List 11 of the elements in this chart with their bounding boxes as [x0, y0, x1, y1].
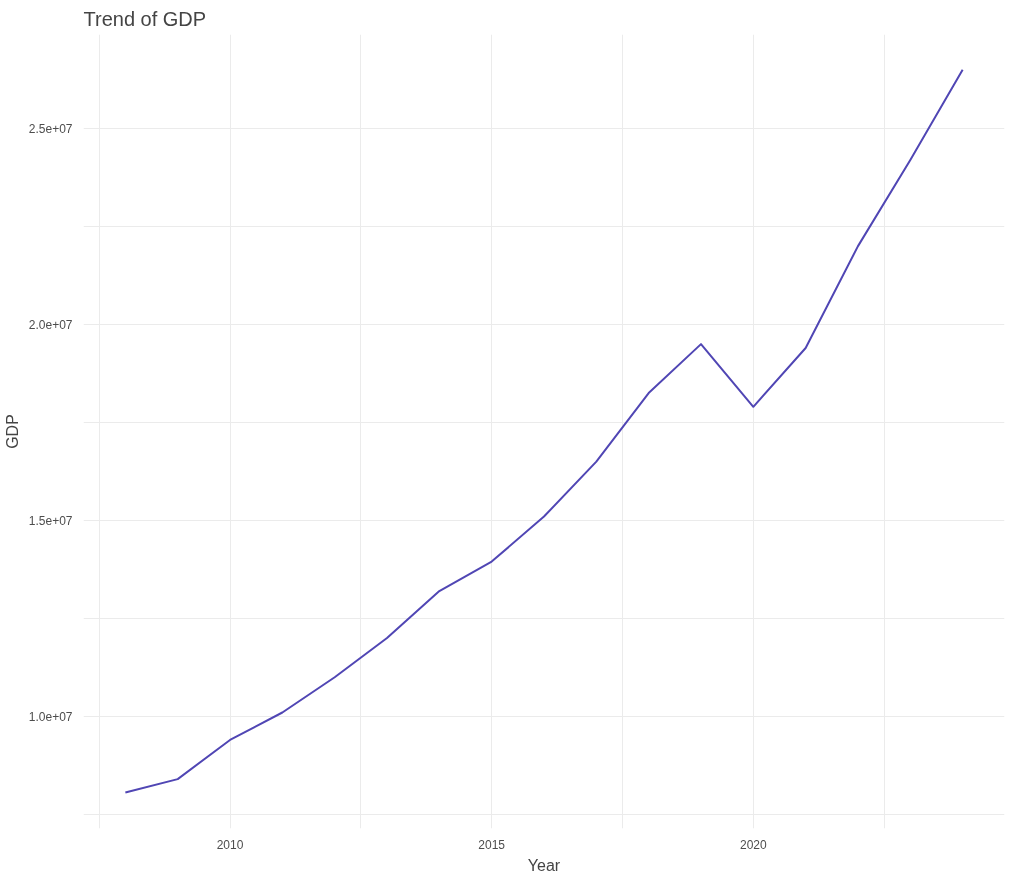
- x-tick-label: 2020: [739, 837, 767, 852]
- x-tick-label: 2015: [478, 837, 506, 852]
- x-axis-title: Year: [527, 856, 561, 874]
- y-tick-label: 2.5e+07: [28, 122, 73, 137]
- line-series: [124, 68, 964, 794]
- y-tick-label: 1.5e+07: [28, 513, 73, 528]
- y-tick-label: 2.0e+07: [28, 318, 73, 333]
- y-tick-label: 1.0e+07: [28, 709, 73, 724]
- chart-title: Trend of GDP: [83, 7, 207, 30]
- x-tick-label: 2010: [216, 837, 244, 852]
- y-axis-title: GDP: [3, 414, 21, 449]
